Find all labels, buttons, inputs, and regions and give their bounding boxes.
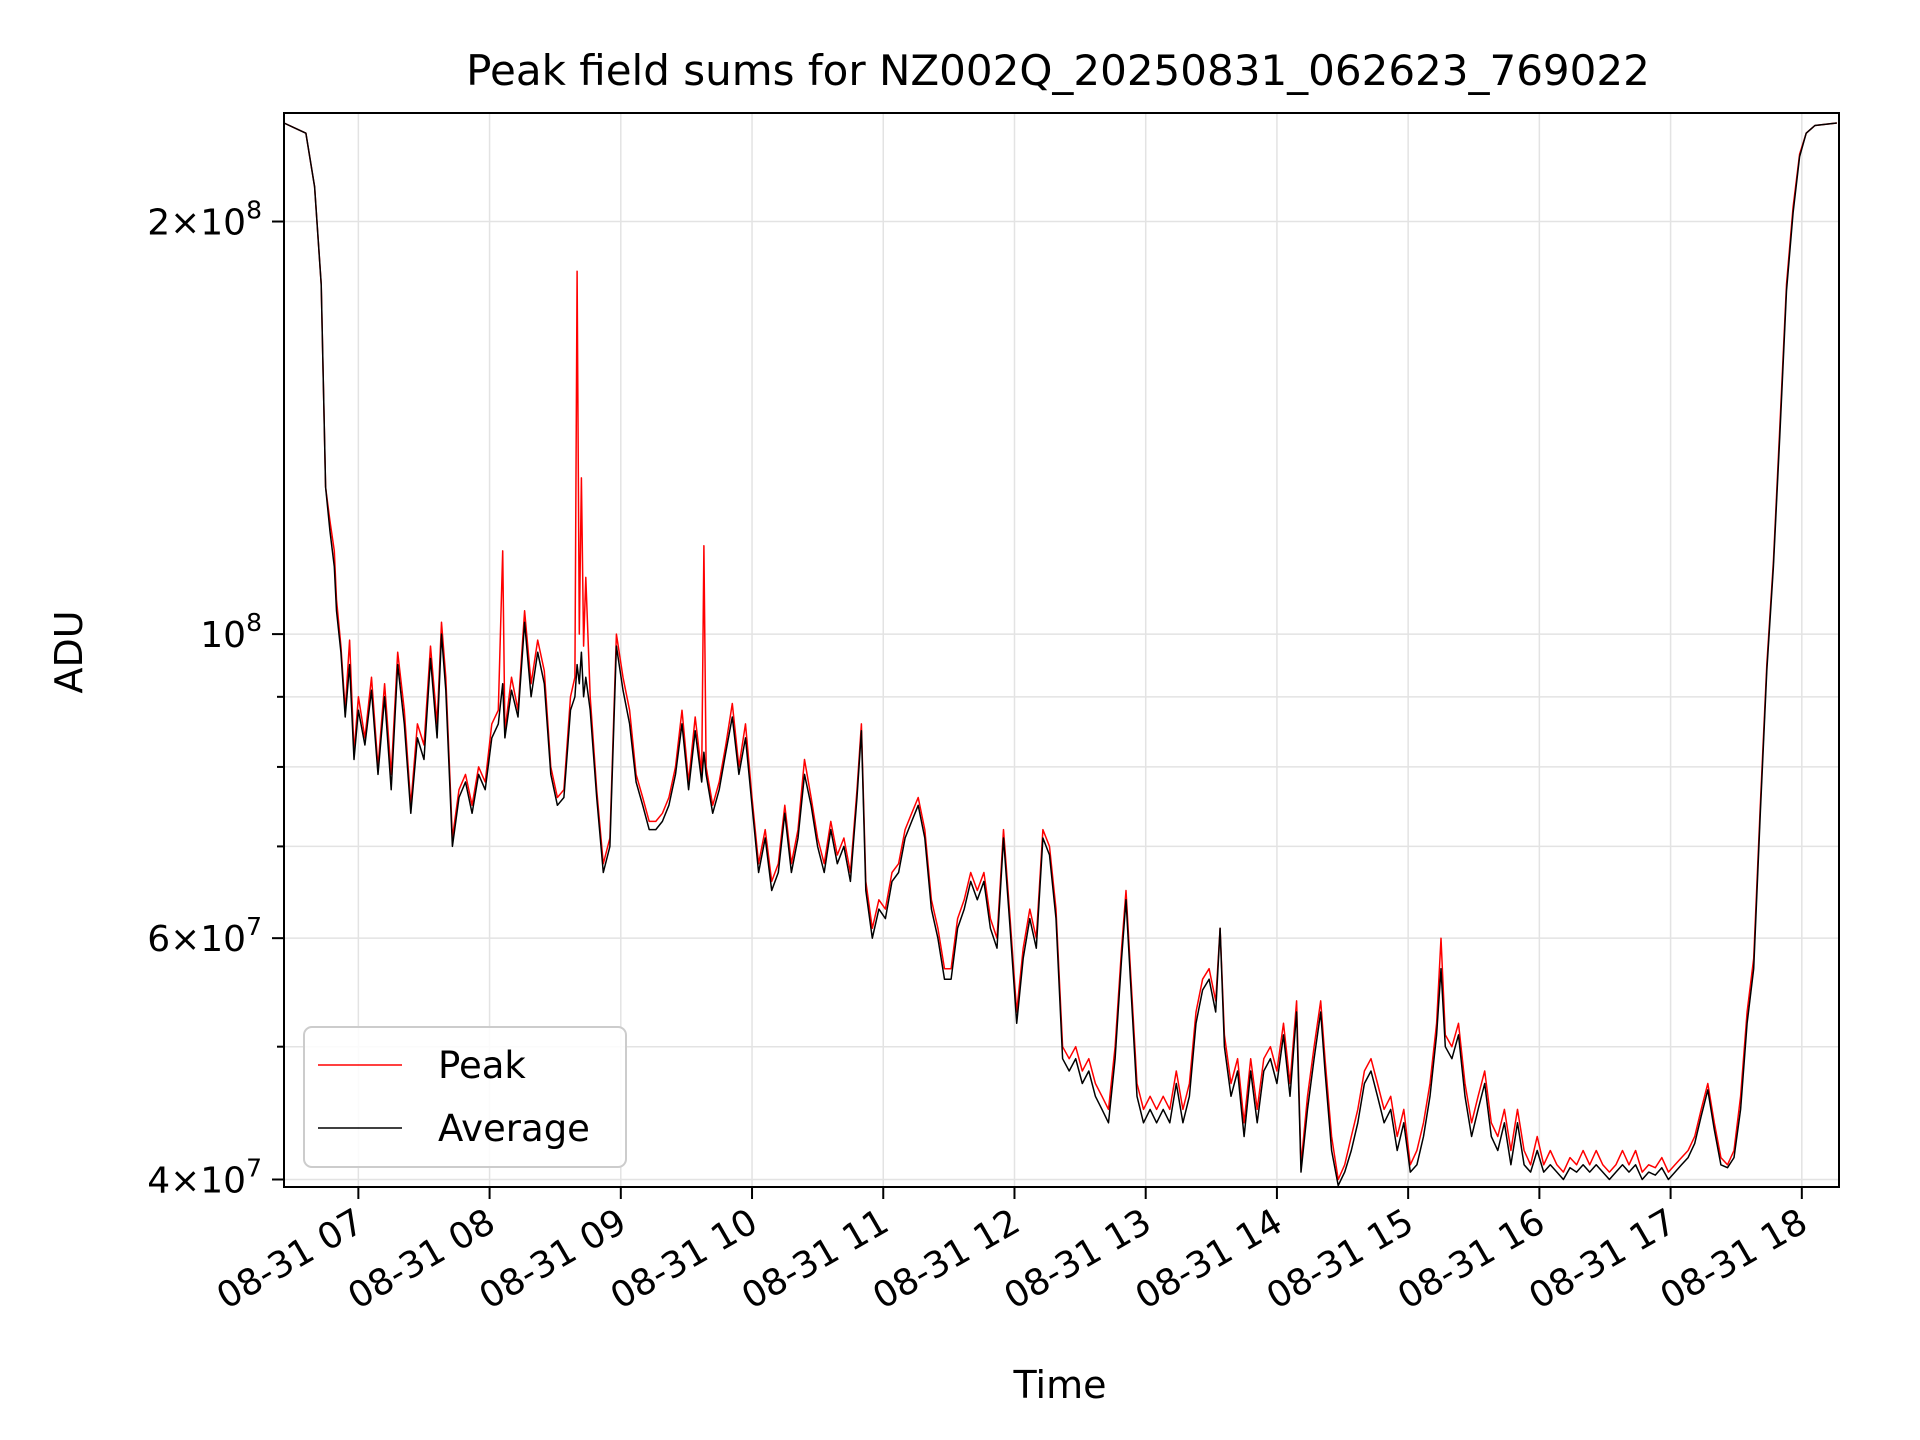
y-tick-label: 108 <box>200 608 262 656</box>
y-tick-label: 4×107 <box>147 1154 262 1202</box>
legend-box <box>303 1026 627 1168</box>
y-tick-label-exponent: 8 <box>246 196 262 225</box>
y-tick-label-exponent: 7 <box>246 912 262 941</box>
x-tick-label: 08-31 10 <box>604 1201 765 1317</box>
peak-series-line <box>283 122 1837 1181</box>
x-tick-label: 08-31 16 <box>1391 1201 1552 1317</box>
y-tick-label-base: 6×10 <box>147 919 246 960</box>
chart-title: Peak field sums for NZ002Q_20250831_0626… <box>466 46 1650 95</box>
y-tick-label-base: 2×10 <box>147 203 246 244</box>
y-tick-label-exponent: 8 <box>246 608 262 637</box>
x-tick-label: 08-31 07 <box>210 1201 371 1317</box>
x-tick-label: 08-31 14 <box>1129 1201 1290 1317</box>
plot-series <box>283 122 1837 1187</box>
x-axis-label: Time <box>1013 1363 1107 1407</box>
x-tick-label: 08-31 11 <box>735 1201 896 1317</box>
x-tick-label: 08-31 08 <box>341 1201 502 1317</box>
legend-label-peak: Peak <box>438 1044 526 1087</box>
legend-label-average: Average <box>438 1107 590 1150</box>
average-series-line <box>283 122 1837 1187</box>
x-tick-label: 08-31 09 <box>473 1201 634 1317</box>
x-tick-label: 08-31 12 <box>866 1201 1027 1317</box>
y-tick-label: 2×108 <box>147 196 262 244</box>
y-tick-label: 6×107 <box>147 912 262 960</box>
y-tick-label-exponent: 7 <box>246 1154 262 1183</box>
legend: Peak Average <box>303 1026 627 1168</box>
plot-area-frame <box>283 112 1840 1188</box>
y-tick-label-base: 4×10 <box>147 1161 246 1202</box>
y-axis-label: ADU <box>47 610 91 693</box>
x-tick-label: 08-31 15 <box>1260 1201 1421 1317</box>
y-tick-label-base: 10 <box>200 615 246 656</box>
x-tick-label: 08-31 13 <box>998 1201 1159 1317</box>
x-tick-label: 08-31 17 <box>1522 1201 1683 1317</box>
x-tick-label: 08-31 18 <box>1654 1201 1815 1317</box>
